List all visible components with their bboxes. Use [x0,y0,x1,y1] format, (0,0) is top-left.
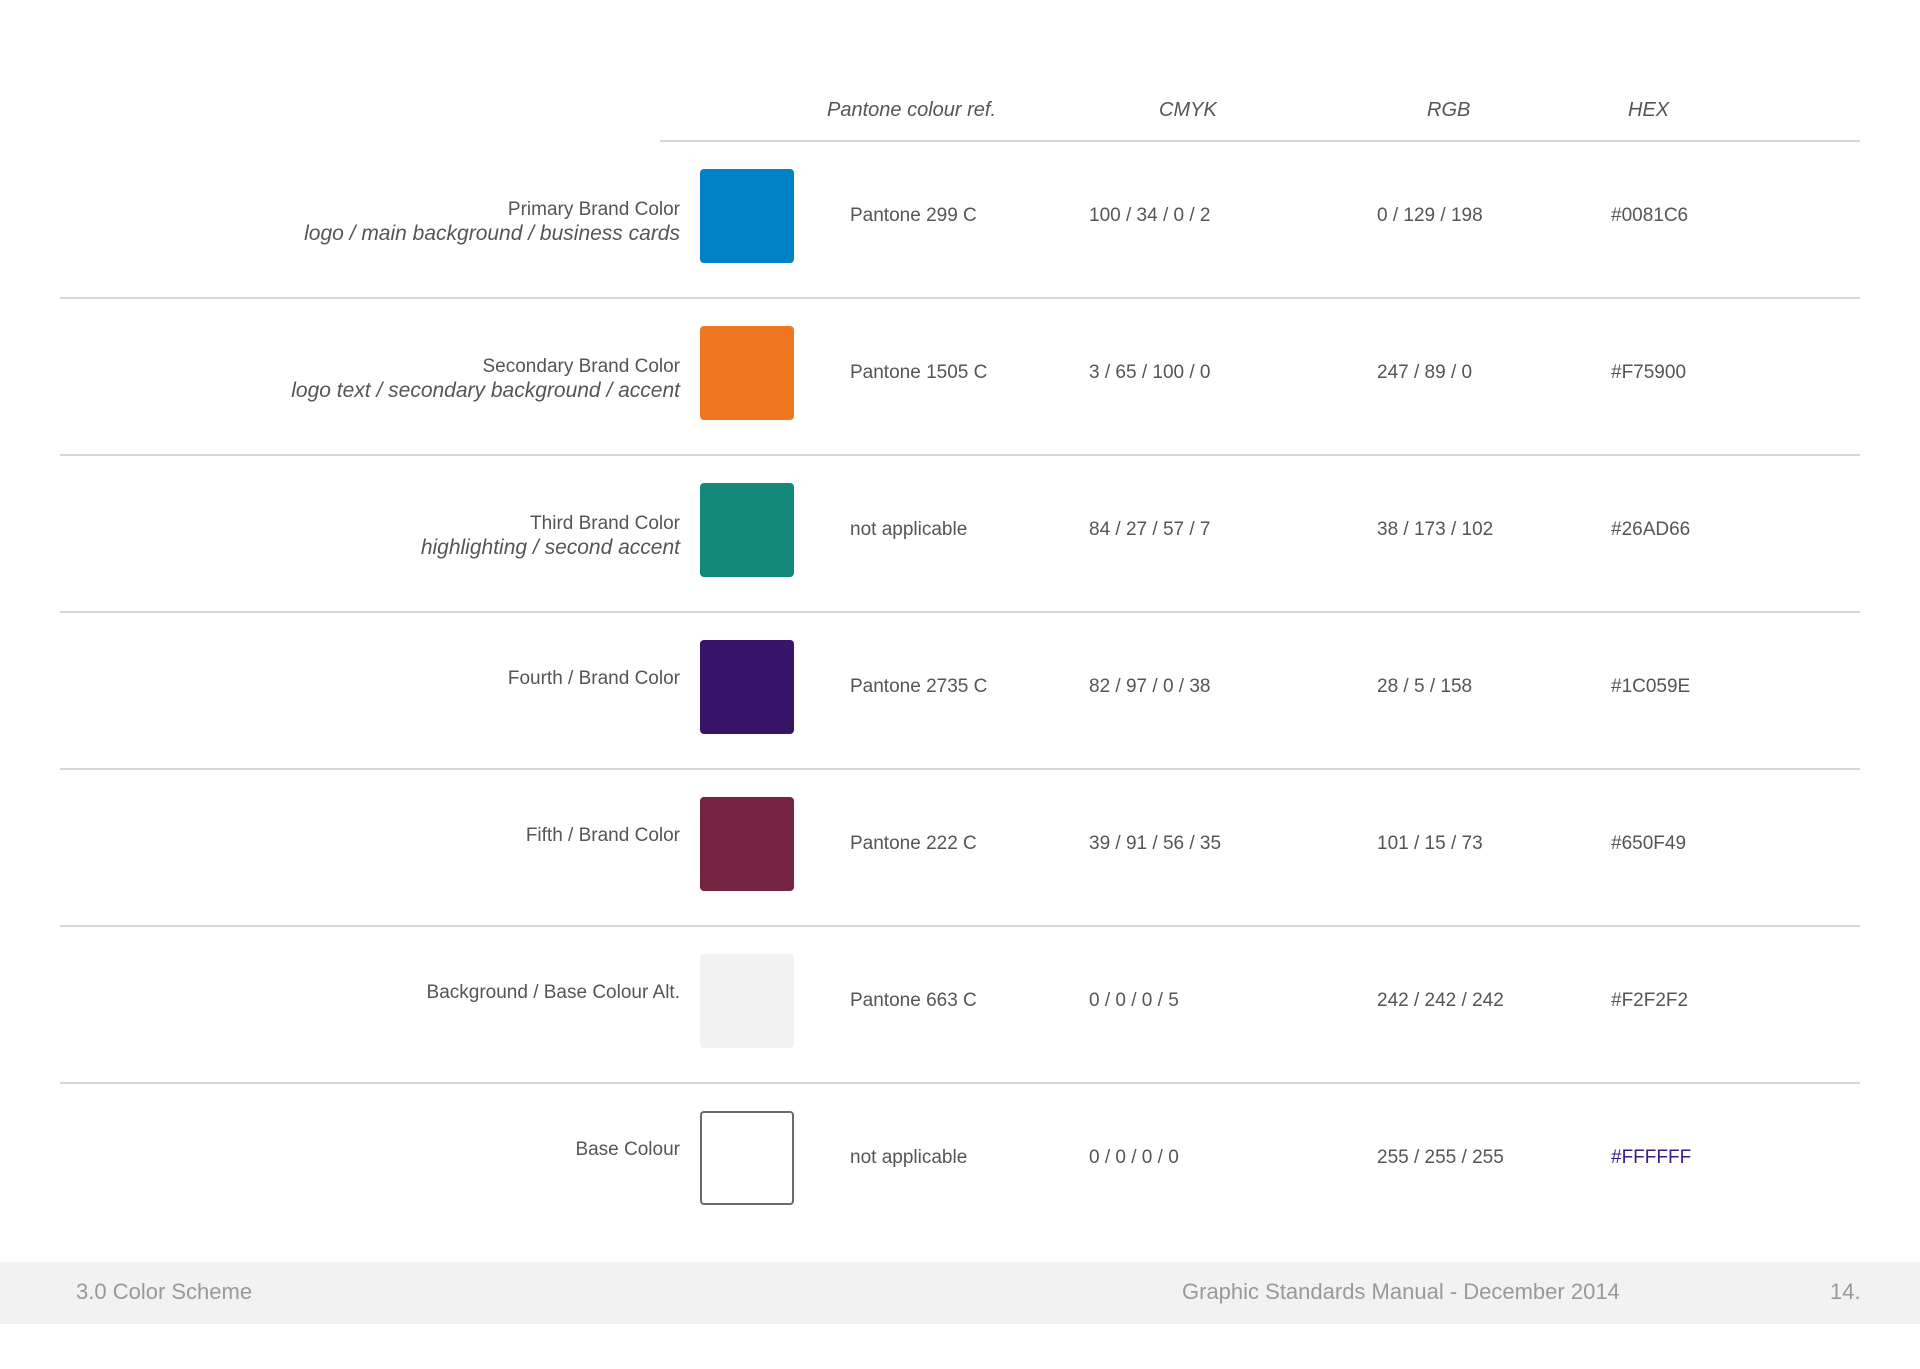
rgb-value: 247 / 89 / 0 [1377,362,1473,383]
manual-title: Graphic Standards Manual - December 2014 [1182,1279,1620,1304]
column-header-cmyk: CMYK [1159,99,1217,121]
hex-value: #650F49 [1611,833,1687,854]
pantone-value: Pantone 1505 C [850,362,988,383]
section-label: 3.0 Color Scheme [76,1279,253,1304]
rgb-value: 28 / 5 / 158 [1377,676,1473,697]
color-row: Secondary Brand Color logo text / second… [60,297,1860,456]
color-name-block: Fifth / Brand Color [80,824,680,848]
hex-value: #F75900 [1611,362,1687,383]
color-swatch [700,640,794,734]
color-row: Base Colour not applicable 0 / 0 / 0 / 0… [60,1082,1860,1239]
rgb-value: 0 / 129 / 198 [1377,205,1483,226]
color-swatch [700,326,794,420]
hex-value: #0081C6 [1611,205,1689,226]
color-row: Primary Brand Color logo / main backgrou… [60,140,1860,299]
column-header-rgb: RGB [1427,99,1471,121]
color-swatch [700,483,794,577]
cmyk-value: 39 / 91 / 56 / 35 [1089,833,1222,854]
color-row: Background / Base Colour Alt. Pantone 66… [60,925,1860,1084]
pantone-value: not applicable [850,1147,968,1168]
color-title: Third Brand Color [530,513,680,534]
color-swatch [700,954,794,1048]
rgb-value: 38 / 173 / 102 [1377,519,1494,540]
hex-value: #26AD66 [1611,519,1691,540]
color-title: Fifth / Brand Color [525,825,680,846]
color-name-block: Secondary Brand Color logo text / second… [80,355,680,403]
cmyk-value: 100 / 34 / 0 / 2 [1089,205,1211,226]
color-swatch [700,169,794,263]
column-header-pantone: Pantone colour ref. [827,99,996,121]
color-description: logo text / secondary background / accen… [291,379,680,402]
color-row: Fourth / Brand Color Pantone 2735 C 82 /… [60,611,1860,770]
color-name-block: Fourth / Brand Color [80,667,680,691]
color-name-block: Background / Base Colour Alt. [80,981,680,1005]
pantone-value: Pantone 663 C [850,990,977,1011]
color-title: Background / Base Colour Alt. [426,982,680,1003]
cmyk-value: 0 / 0 / 0 / 5 [1089,990,1179,1011]
color-row: Third Brand Color highlighting / second … [60,454,1860,613]
page-footer: 3.0 Color Scheme Graphic Standards Manua… [0,1262,1920,1324]
color-description: highlighting / second accent [420,536,680,559]
pantone-value: not applicable [850,519,968,540]
color-swatch [700,1111,794,1205]
rgb-value: 101 / 15 / 73 [1377,833,1483,854]
color-title: Fourth / Brand Color [507,668,680,689]
color-title: Primary Brand Color [507,199,680,220]
hex-value: #1C059E [1611,676,1691,697]
color-name-block: Base Colour [80,1138,680,1162]
cmyk-value: 3 / 65 / 100 / 0 [1089,362,1211,383]
table-header: Pantone colour ref. CMYK RGB HEX [660,96,1860,142]
column-header-hex: HEX [1628,99,1670,121]
rgb-value: 255 / 255 / 255 [1377,1147,1504,1168]
rgb-value: 242 / 242 / 242 [1377,990,1504,1011]
color-description: logo / main background / business cards [304,222,680,245]
hex-value: #FFFFFF [1611,1147,1692,1168]
color-name-block: Third Brand Color highlighting / second … [80,512,680,560]
cmyk-value: 0 / 0 / 0 / 0 [1089,1147,1179,1168]
color-row: Fifth / Brand Color Pantone 222 C 39 / 9… [60,768,1860,927]
color-name-block: Primary Brand Color logo / main backgrou… [80,198,680,246]
cmyk-value: 84 / 27 / 57 / 7 [1089,519,1211,540]
hex-value: #F2F2F2 [1611,990,1689,1011]
page-number: 14. [1830,1279,1861,1304]
pantone-value: Pantone 2735 C [850,676,988,697]
cmyk-value: 82 / 97 / 0 / 38 [1089,676,1211,697]
pantone-value: Pantone 222 C [850,833,977,854]
pantone-value: Pantone 299 C [850,205,977,226]
color-title: Secondary Brand Color [482,356,681,377]
color-swatch [700,797,794,891]
color-title: Base Colour [575,1139,680,1160]
